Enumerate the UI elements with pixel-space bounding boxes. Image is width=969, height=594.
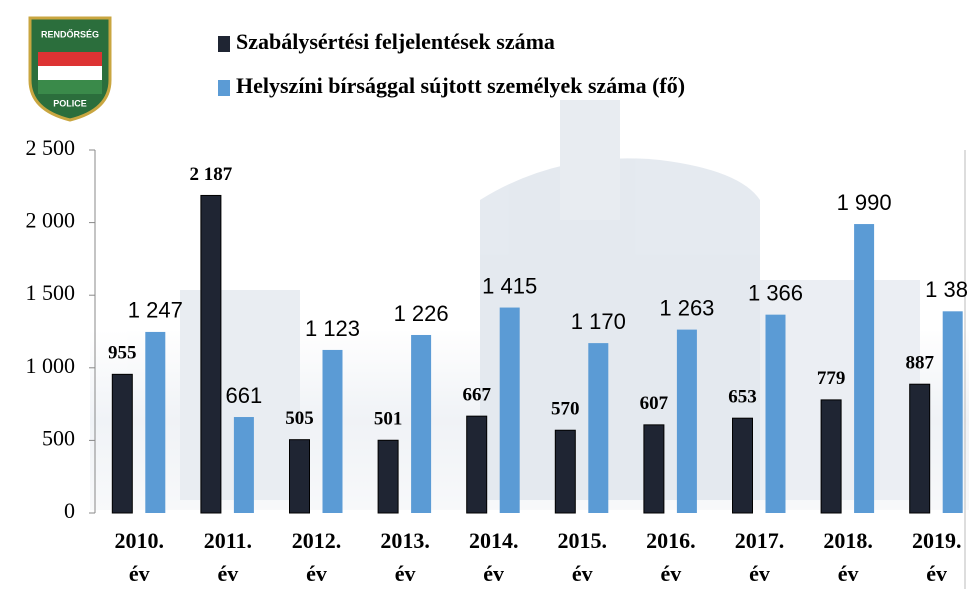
bar — [676, 329, 697, 513]
bar — [233, 417, 254, 513]
bar — [554, 429, 576, 514]
bar — [145, 331, 166, 513]
bar — [732, 417, 753, 514]
y-tick-label: 0 — [64, 498, 75, 523]
value-label: 607 — [640, 393, 669, 414]
value-label: 501 — [374, 409, 403, 430]
value-label: 1 990 — [837, 190, 892, 215]
bar — [111, 373, 133, 514]
bar — [200, 194, 222, 514]
bar — [765, 314, 786, 513]
value-label: 653 — [728, 387, 757, 408]
x-tick-label: 2011. év — [203, 528, 253, 586]
x-tick-label: 2012. év — [291, 528, 342, 586]
x-tick-label: 2019. év — [911, 528, 962, 586]
value-label: 1 226 — [394, 301, 449, 326]
value-label: 955 — [108, 343, 137, 364]
bar — [643, 424, 665, 514]
value-label: 667 — [462, 385, 491, 406]
bar — [820, 399, 842, 514]
x-tick-label: 2016. év — [646, 528, 696, 586]
value-label: 1 170 — [571, 309, 626, 334]
value-label: 1 389 — [925, 277, 969, 302]
bar — [289, 439, 310, 514]
bar — [588, 343, 609, 513]
logo-text: RENDŐRSÉG — [41, 28, 99, 39]
y-tick-label: 1 500 — [26, 280, 76, 305]
legend-label: Szabálysértési feljelentések száma — [236, 29, 555, 54]
bar — [466, 415, 488, 514]
bar — [411, 334, 432, 513]
value-label: 1 123 — [305, 316, 360, 341]
bar — [909, 383, 931, 514]
legend-swatch — [218, 36, 230, 52]
y-tick-label: 2 000 — [26, 208, 76, 233]
value-label: 1 366 — [748, 280, 803, 305]
logo-text: POLICE — [53, 98, 87, 108]
x-tick-label: 2017. év — [734, 528, 785, 586]
bar — [377, 439, 399, 514]
x-tick-label: 2015. év — [557, 528, 608, 586]
value-label: 505 — [285, 408, 314, 429]
legend-label: Helyszíni bírsággal sújtott személyek sz… — [236, 73, 685, 98]
value-label: 2 187 — [190, 164, 233, 185]
value-label: 1 415 — [482, 273, 537, 298]
value-label: 887 — [905, 353, 934, 374]
bar — [942, 311, 963, 513]
value-label: 1 247 — [128, 298, 183, 323]
y-tick-label: 2 500 — [26, 135, 76, 160]
y-tick-label: 500 — [42, 425, 75, 450]
value-label: 1 263 — [659, 295, 714, 320]
x-tick-label: 2014. év — [468, 528, 519, 586]
value-label: 779 — [817, 368, 846, 389]
x-tick-label: 2010. év — [114, 528, 165, 586]
y-tick-label: 1 000 — [26, 353, 76, 378]
bar — [322, 349, 343, 513]
legend-swatch — [218, 80, 230, 96]
x-tick-label: 2013. év — [380, 528, 430, 586]
bar — [499, 307, 520, 513]
x-tick-label: 2018. év — [823, 528, 873, 586]
logo: RENDŐRSÉG POLICE — [28, 16, 112, 122]
bar — [854, 224, 875, 513]
value-label: 661 — [226, 383, 263, 408]
value-label: 570 — [551, 399, 580, 420]
